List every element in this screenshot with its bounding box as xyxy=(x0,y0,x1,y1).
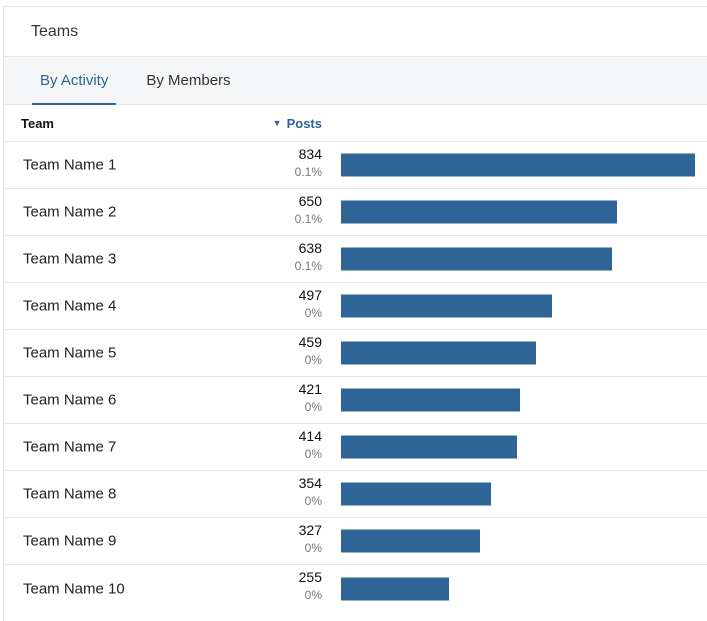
posts-percent: 0% xyxy=(304,447,322,461)
posts-value-cell: 255 0% xyxy=(299,570,322,601)
posts-percent: 0% xyxy=(304,353,322,367)
panel-header: Teams xyxy=(4,7,707,57)
tab-label: By Activity xyxy=(40,72,109,89)
team-name[interactable]: Team Name 9 xyxy=(23,532,117,550)
posts-bar xyxy=(341,247,612,271)
tab-by-members[interactable]: By Members xyxy=(132,57,244,104)
table-row[interactable]: Team Name 8 354 0% xyxy=(4,471,707,518)
posts-bar xyxy=(341,200,617,224)
posts-count: 834 xyxy=(298,146,322,162)
table-row[interactable]: Team Name 1 834 0.1% xyxy=(4,142,707,189)
posts-percent: 0.1% xyxy=(294,212,322,226)
posts-percent: 0% xyxy=(304,494,322,508)
table-row[interactable]: Team Name 2 650 0.1% xyxy=(4,189,707,236)
posts-count: 650 xyxy=(298,193,322,209)
posts-count: 327 xyxy=(298,522,322,538)
posts-bar xyxy=(341,153,695,177)
posts-value-cell: 834 0.1% xyxy=(295,147,322,178)
team-name[interactable]: Team Name 2 xyxy=(23,203,117,221)
team-name[interactable]: Team Name 1 xyxy=(23,156,117,174)
posts-value-cell: 650 0.1% xyxy=(295,194,322,225)
posts-bar xyxy=(341,482,491,506)
table-row[interactable]: Team Name 4 497 0% xyxy=(4,283,707,330)
posts-percent: 0% xyxy=(304,541,322,555)
team-name[interactable]: Team Name 3 xyxy=(23,250,117,268)
caret-down-icon: ▼ xyxy=(272,118,282,128)
table-row[interactable]: Team Name 9 327 0% xyxy=(4,518,707,565)
posts-percent: 0.1% xyxy=(294,165,322,179)
posts-bar xyxy=(341,341,536,365)
posts-bar xyxy=(341,435,517,459)
posts-count: 459 xyxy=(298,334,322,350)
posts-percent: 0% xyxy=(304,588,322,602)
posts-value-cell: 638 0.1% xyxy=(295,241,322,272)
table-body: Team Name 1 834 0.1% Team Name 2 650 0.1% Team… xyxy=(4,142,707,612)
posts-count: 414 xyxy=(298,428,322,444)
table-header: Team ▼ Posts xyxy=(4,105,707,142)
table-row[interactable]: Team Name 5 459 0% xyxy=(4,330,707,377)
team-name[interactable]: Team Name 6 xyxy=(23,391,117,409)
posts-count: 421 xyxy=(298,381,322,397)
posts-bar xyxy=(341,577,449,600)
panel-title: Teams xyxy=(31,22,79,40)
tab-by-activity[interactable]: By Activity xyxy=(26,57,122,105)
team-name[interactable]: Team Name 10 xyxy=(23,580,125,597)
tab-bar: By Activity By Members xyxy=(4,57,707,105)
posts-bar xyxy=(341,294,552,318)
column-header-team[interactable]: Team xyxy=(21,115,54,131)
posts-percent: 0.1% xyxy=(294,259,322,273)
team-name[interactable]: Team Name 4 xyxy=(23,297,117,315)
table-row[interactable]: Team Name 10 255 0% xyxy=(4,565,707,612)
table-row[interactable]: Team Name 6 421 0% xyxy=(4,377,707,424)
posts-bar xyxy=(341,529,480,553)
tab-label: By Members xyxy=(146,72,231,89)
posts-count: 638 xyxy=(298,240,322,256)
posts-value-cell: 414 0% xyxy=(299,429,322,460)
posts-value-cell: 327 0% xyxy=(299,523,322,554)
posts-count: 354 xyxy=(298,475,322,491)
column-header-posts[interactable]: ▼ Posts xyxy=(273,116,322,131)
team-name[interactable]: Team Name 7 xyxy=(23,438,117,456)
table-row[interactable]: Team Name 7 414 0% xyxy=(4,424,707,471)
posts-count: 497 xyxy=(298,287,322,303)
teams-panel: Teams By Activity By Members Team ▼ Post… xyxy=(3,6,707,621)
posts-value-cell: 421 0% xyxy=(299,382,322,413)
table-row[interactable]: Team Name 3 638 0.1% xyxy=(4,236,707,283)
posts-value-cell: 354 0% xyxy=(299,476,322,507)
posts-percent: 0% xyxy=(304,306,322,320)
team-name[interactable]: Team Name 8 xyxy=(23,485,117,503)
posts-count: 255 xyxy=(298,569,322,585)
posts-percent: 0% xyxy=(304,400,322,414)
posts-value-cell: 459 0% xyxy=(299,335,322,366)
posts-bar xyxy=(341,388,520,412)
team-name[interactable]: Team Name 5 xyxy=(23,344,117,362)
posts-value-cell: 497 0% xyxy=(299,288,322,319)
column-header-posts-label: Posts xyxy=(286,115,322,131)
